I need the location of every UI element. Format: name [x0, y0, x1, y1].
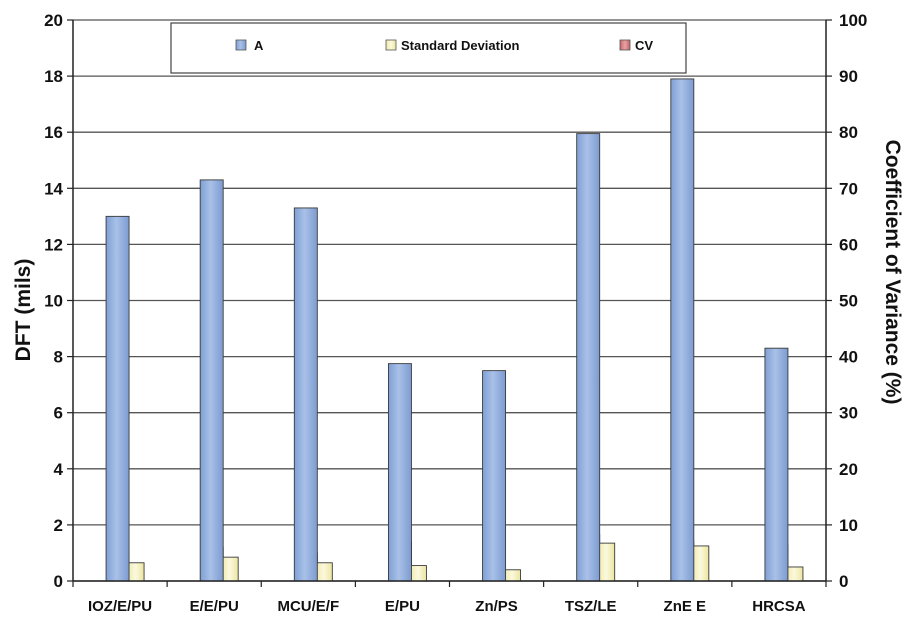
- legend-swatch-cv: [619, 39, 631, 51]
- y2-tick-label: 70: [839, 179, 858, 198]
- y2-axis-title: Coefficient of Variance (%): [881, 140, 904, 405]
- y-tick-label: 0: [54, 572, 63, 591]
- gridlines: [73, 19, 826, 582]
- bar-standard-deviation: [597, 542, 616, 582]
- legend-label-cv: CV: [635, 38, 653, 53]
- bar-standard-deviation: [785, 566, 804, 582]
- y-axis-title: DFT (mils): [12, 259, 35, 362]
- y2-tick-label: 60: [839, 235, 858, 254]
- legend-swatch-standard-deviation: [385, 39, 397, 51]
- bar-standard-deviation: [126, 562, 145, 582]
- y2-tick-label: 90: [839, 67, 858, 86]
- y-tick-label: 12: [44, 235, 63, 254]
- y2-tick-label: 100: [839, 11, 867, 30]
- x-tick-label: E/PU: [385, 598, 420, 615]
- bar-standard-deviation: [691, 545, 710, 582]
- x-tick-label: ZnE E: [664, 598, 707, 615]
- y-tick-label: 20: [44, 11, 63, 30]
- bar-a: [199, 179, 224, 582]
- x-tick-label: E/E/PU: [190, 598, 239, 615]
- x-axis-ticks: IOZ/E/PU E/E/PU MCU/E/F E/PU Zn/PS TSZ/LE ZnE …: [72, 581, 827, 615]
- bar-standard-deviation: [503, 569, 522, 582]
- y-tick-label: 8: [54, 348, 63, 367]
- bar-a: [670, 78, 695, 582]
- legend-label-standard-deviation: Standard Deviation: [401, 38, 520, 53]
- legend-box: [170, 22, 687, 74]
- y-tick-label: 18: [44, 67, 63, 86]
- y-axis-ticks: 0 2 4 6 8 10 12 14 16 18 20: [44, 11, 73, 591]
- y-tick-label: 2: [54, 516, 63, 535]
- y2-tick-label: 80: [839, 123, 858, 142]
- x-tick-label: MCU/E/F: [277, 598, 339, 615]
- bar-a: [482, 370, 507, 582]
- bar-standard-deviation: [220, 556, 239, 582]
- bar-a: [387, 363, 412, 582]
- bars: [105, 78, 804, 582]
- legend-swatch-a: [235, 39, 247, 51]
- y2-tick-label: 40: [839, 348, 858, 367]
- y2-tick-label: 0: [839, 572, 848, 591]
- legend-label-a: A: [254, 38, 264, 53]
- y-tick-label: 4: [54, 460, 64, 479]
- y-tick-label: 14: [44, 179, 63, 198]
- y-tick-label: 10: [44, 292, 63, 311]
- bar-standard-deviation: [408, 565, 427, 582]
- bar-standard-deviation: [314, 562, 333, 582]
- y2-axis-ticks: 0 10 20 30 40 50 60 70 80 90 100: [826, 11, 867, 591]
- bar-a: [576, 133, 601, 582]
- x-tick-label: HRCSA: [752, 598, 806, 615]
- x-tick-label: Zn/PS: [475, 598, 518, 615]
- y2-tick-label: 10: [839, 516, 858, 535]
- x-tick-label: TSZ/LE: [565, 598, 617, 615]
- bar-a: [105, 215, 130, 582]
- bar-a: [293, 207, 318, 582]
- legend: A Standard Deviation CV: [170, 22, 687, 74]
- y-tick-label: 16: [44, 123, 63, 142]
- y2-tick-label: 30: [839, 404, 858, 423]
- bar-a: [764, 347, 789, 582]
- y2-tick-label: 50: [839, 292, 858, 311]
- x-tick-label: IOZ/E/PU: [88, 598, 152, 615]
- y2-tick-label: 20: [839, 460, 858, 479]
- y-tick-label: 6: [54, 404, 63, 423]
